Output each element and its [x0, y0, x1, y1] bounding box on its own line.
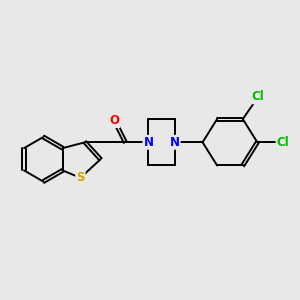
Text: S: S: [76, 171, 85, 184]
Text: N: N: [143, 136, 154, 149]
Text: Cl: Cl: [252, 90, 265, 103]
Text: O: O: [110, 114, 119, 127]
Text: Cl: Cl: [277, 136, 290, 149]
Text: N: N: [170, 136, 180, 149]
